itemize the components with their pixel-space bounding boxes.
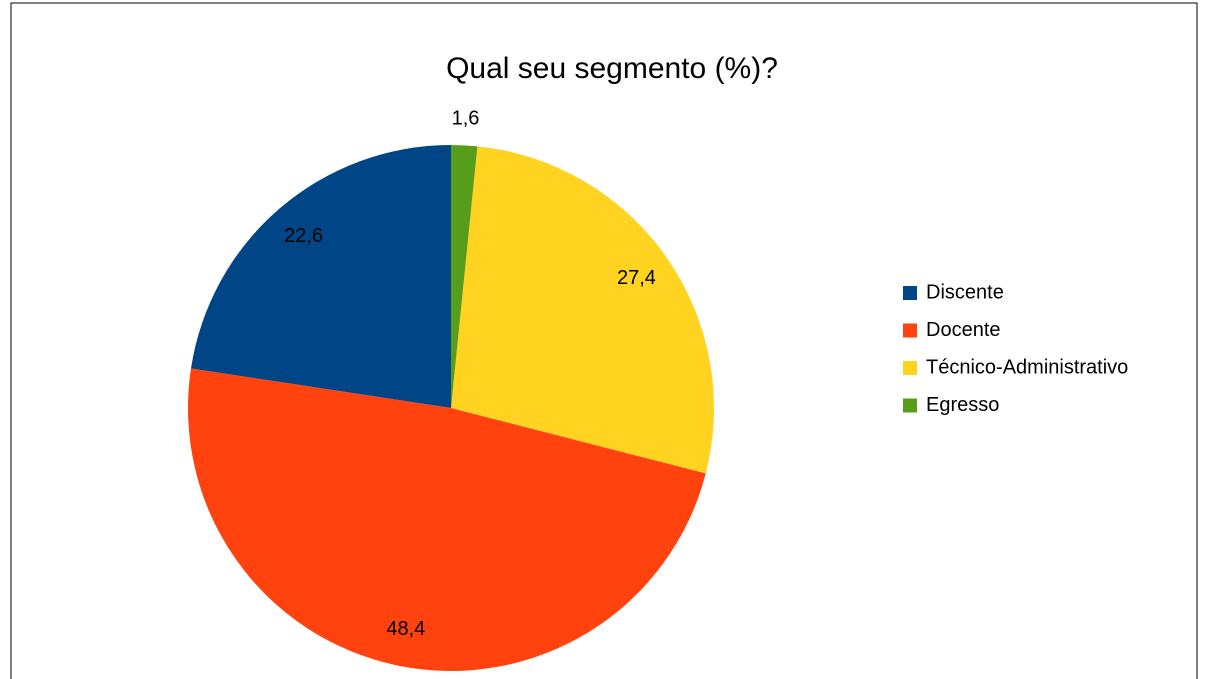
data-label: 48,4 <box>386 618 425 640</box>
legend-label: Discente <box>926 281 1004 303</box>
legend-label: Egresso <box>926 394 999 416</box>
legend-swatch <box>903 323 917 338</box>
pie-slice <box>451 145 478 408</box>
data-label: 1,6 <box>452 107 480 129</box>
pie-slice <box>451 146 714 474</box>
pie-slice <box>188 368 706 671</box>
legend-label: Docente <box>926 319 1001 341</box>
data-label: 27,4 <box>617 267 656 289</box>
legend-label: Técnico-Administrativo <box>926 356 1128 378</box>
legend-swatch <box>903 361 917 375</box>
legend-swatch <box>903 286 917 300</box>
data-label: 22,6 <box>284 225 323 247</box>
legend-swatch <box>903 398 917 413</box>
pie-slice <box>190 145 451 408</box>
chart-title: Qual seu segmento (%)? <box>446 52 778 85</box>
